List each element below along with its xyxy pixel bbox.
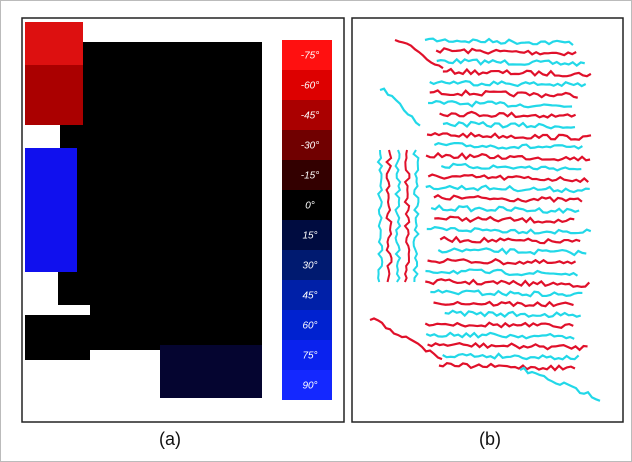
handwriting-line (425, 331, 575, 340)
legend-swatch (282, 280, 332, 310)
legend-label: 0° (305, 201, 315, 212)
legend-label: 30° (302, 261, 317, 272)
legend-swatch (282, 370, 332, 400)
legend-swatch (282, 220, 332, 250)
panel-b: (b) (351, 17, 624, 449)
handwriting-line (426, 226, 592, 235)
handwriting (369, 37, 601, 402)
handwriting-line (412, 149, 420, 283)
legend-swatch (282, 40, 332, 70)
handwriting-line (424, 37, 574, 46)
legend-label: 75° (302, 351, 317, 362)
legend-swatch (282, 250, 332, 280)
legend-swatch (282, 160, 332, 190)
handwriting-line (442, 67, 592, 78)
handwriting-line (425, 278, 591, 288)
legend: -75° -60° -45° -30° -15° 0° 15° 30° 45° 60° 75° 90° (282, 40, 332, 400)
caption: (a) (159, 429, 181, 449)
legend-label: 15° (302, 231, 317, 242)
legend-swatch (282, 190, 332, 220)
handwriting-line (429, 80, 587, 88)
handwriting-line (439, 235, 581, 245)
legend-label: -30° (301, 141, 319, 152)
handwriting-line (439, 110, 577, 119)
region (25, 148, 77, 272)
legend-label: 45° (302, 291, 317, 302)
handwriting-line (438, 362, 576, 372)
legend-swatch (282, 340, 332, 370)
handwriting-line (433, 141, 583, 150)
handwriting-line (369, 317, 443, 361)
handwriting-line (427, 341, 588, 352)
handwriting-line (430, 204, 580, 214)
handwriting-line (433, 193, 583, 204)
legend-swatch (282, 310, 332, 340)
legend-swatch (282, 100, 332, 130)
handwriting-line (425, 268, 579, 277)
caption: (b) (479, 429, 501, 449)
panel-a: -75° -60° -45° -30° -15° 0° 15° 30° 45° 60° 75° 90°… (21, 17, 345, 449)
handwriting-line (394, 149, 402, 283)
legend-label: 60° (302, 321, 317, 332)
handwriting-line (425, 184, 590, 194)
handwriting-line (429, 89, 578, 99)
region (25, 65, 83, 125)
region (25, 42, 262, 360)
handwriting-line (394, 38, 444, 70)
handwriting-line (444, 309, 581, 319)
region (25, 22, 83, 65)
handwriting-line (436, 57, 585, 68)
legend-label: -60° (301, 81, 319, 92)
handwriting-line (442, 120, 576, 130)
handwriting-line (433, 300, 574, 308)
handwriting-line (435, 47, 577, 57)
handwriting-line (426, 131, 592, 141)
legend-label: 90° (302, 381, 317, 392)
handwriting-line (427, 257, 577, 266)
legend-swatch (282, 70, 332, 100)
handwriting-line (430, 288, 583, 298)
legend-label: -45° (301, 111, 319, 122)
handwriting-line (385, 149, 393, 283)
handwriting-line (428, 100, 573, 109)
handwriting-line (376, 149, 384, 283)
handwriting-line (427, 173, 589, 184)
handwriting-line (425, 151, 591, 162)
handwriting-line (424, 321, 574, 329)
handwriting-line (440, 162, 582, 172)
handwriting-line (379, 87, 421, 127)
handwriting-line (519, 366, 601, 402)
legend-label: -75° (301, 51, 319, 62)
handwriting-line (437, 247, 587, 257)
region (160, 345, 262, 398)
handwriting-line (434, 215, 575, 224)
handwriting-line (442, 352, 580, 361)
legend-label: -15° (301, 171, 319, 182)
legend-swatch (282, 130, 332, 160)
handwriting-line (403, 149, 411, 283)
